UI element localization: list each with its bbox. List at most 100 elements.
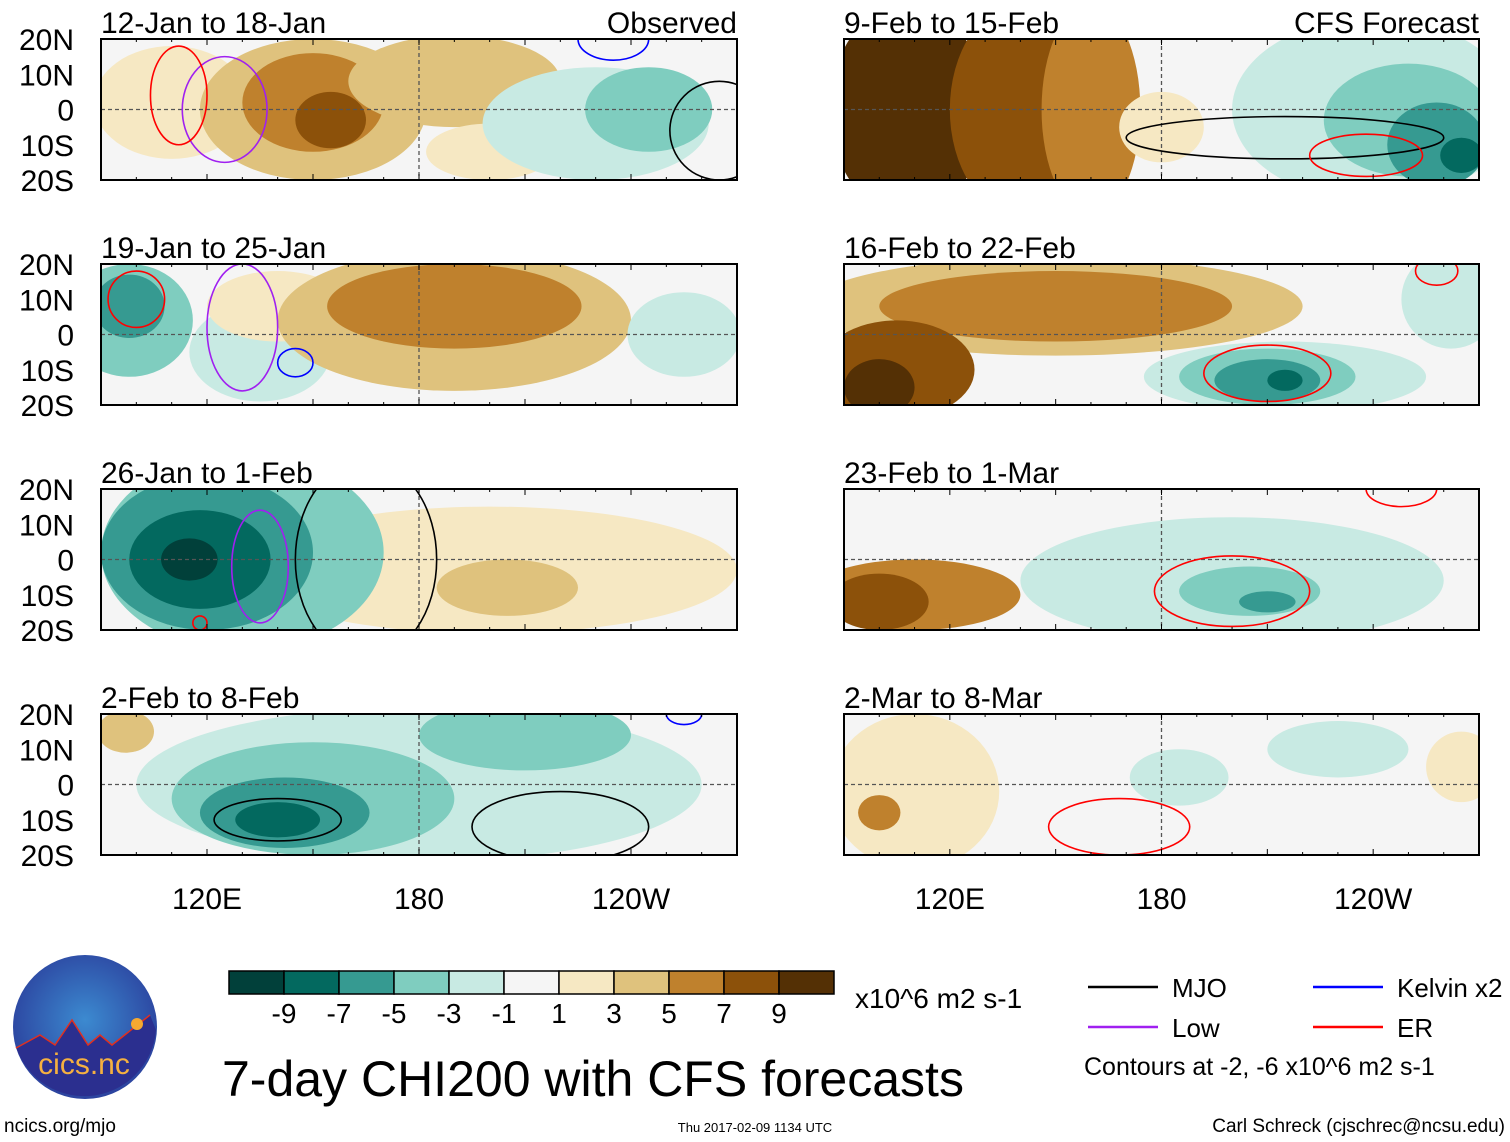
latitude-label: 20N xyxy=(19,699,74,732)
panel-title: 12-Jan to 18-Jan xyxy=(101,7,326,40)
colorbar-swatch xyxy=(778,970,835,995)
latitude-label: 20N xyxy=(19,24,74,57)
anomaly-region xyxy=(101,274,165,339)
panel-title: 16-Feb to 22-Feb xyxy=(844,232,1076,265)
anomaly-region xyxy=(161,538,218,581)
kelvin-contour xyxy=(665,714,703,726)
low-contour xyxy=(181,55,268,164)
colorbar-swatch xyxy=(503,970,560,995)
panel-title: 23-Feb to 1-Mar xyxy=(844,457,1059,490)
kelvin-contour xyxy=(577,39,650,61)
mjo-contour xyxy=(294,489,438,630)
longitude-label: 120W xyxy=(1334,883,1413,916)
er-contour xyxy=(192,615,208,630)
colorbar-tick-label: 1 xyxy=(551,998,567,1029)
er-contour xyxy=(107,270,166,329)
anomaly-region xyxy=(1440,137,1479,173)
latitude-label: 20N xyxy=(19,249,74,282)
anomaly-region xyxy=(1267,369,1303,391)
colorbar-swatch xyxy=(228,970,285,995)
panel-tag: CFS Forecast xyxy=(1294,7,1480,40)
colorbar-tick-label: -7 xyxy=(327,998,352,1029)
anomaly-region xyxy=(1401,264,1479,349)
map-panel: 9-Feb to 15-Feb CFS Forecast xyxy=(843,7,1480,181)
latitude-label: 10N xyxy=(19,59,74,92)
latitude-label: 0 xyxy=(57,95,74,128)
latitude-label: 10S xyxy=(21,130,74,163)
latitude-label: 20S xyxy=(21,165,74,198)
colorbar-tick-label: 9 xyxy=(771,998,787,1029)
colorbar-tick-label: -9 xyxy=(272,998,297,1029)
low-contour xyxy=(206,264,279,392)
colorbar-swatch xyxy=(448,970,505,995)
latitude-label: 10N xyxy=(19,734,74,767)
legend-label: MJO xyxy=(1172,973,1227,1003)
latitude-label: 20S xyxy=(21,615,74,648)
er-contour xyxy=(1153,555,1311,628)
er-contour xyxy=(1365,489,1438,508)
legend-label: ER xyxy=(1397,1013,1433,1043)
anomaly-region xyxy=(235,802,321,838)
er-contour xyxy=(149,45,208,146)
cics-logo: cics.nc xyxy=(13,955,157,1099)
anomaly-region xyxy=(1239,591,1296,613)
latitude-label: 0 xyxy=(57,545,74,578)
colorbar-tick-label: 7 xyxy=(716,998,732,1029)
map-panels: 12-Jan to 18-Jan Observed20N10N010S20S9-F… xyxy=(19,7,1480,873)
timestamp: Thu 2017-02-09 1134 UTC xyxy=(678,1120,832,1135)
latitude-label: 10S xyxy=(21,355,74,388)
panel-title: 2-Mar to 8-Mar xyxy=(844,682,1042,715)
contour-note: Contours at -2, -6 x10^6 m2 s-1 xyxy=(1084,1053,1435,1081)
anomaly-region xyxy=(295,91,366,149)
panel-tag: Observed xyxy=(607,7,737,40)
colorbar-swatch xyxy=(558,970,615,995)
anomaly-region xyxy=(101,714,154,753)
anomaly-region xyxy=(1129,749,1229,806)
kelvin-contour xyxy=(276,347,314,378)
anomaly-region xyxy=(879,271,1233,342)
er-contour xyxy=(1414,264,1459,286)
colorbar: -9 -7 -5 -3 -1 1 3 5 7 9 xyxy=(228,970,835,1029)
anomaly-region xyxy=(327,264,582,349)
contour-legend: MJO Kelvin x2 Low ER xyxy=(1088,973,1503,1043)
latitude-label: 10S xyxy=(21,805,74,838)
longitude-label: 120E xyxy=(172,883,242,916)
map-panel: 16-Feb to 22-Feb xyxy=(843,232,1480,406)
mjo-contour xyxy=(213,797,343,842)
map-panel: 2-Mar to 8-Mar xyxy=(843,682,1480,856)
mjo-contour xyxy=(471,790,650,855)
anomaly-region xyxy=(419,714,631,771)
map-panel: 23-Feb to 1-Mar xyxy=(843,457,1480,631)
latitude-label: 20S xyxy=(21,390,74,423)
legend-label: Kelvin x2 xyxy=(1397,973,1503,1003)
legend-label: Low xyxy=(1172,1013,1220,1043)
latitude-label: 20S xyxy=(21,840,74,873)
low-contour xyxy=(230,509,290,624)
anomaly-region xyxy=(844,573,929,630)
site-link[interactable]: ncics.org/mjo xyxy=(4,1116,116,1137)
panel-title: 19-Jan to 25-Jan xyxy=(101,232,326,265)
longitude-label: 120W xyxy=(592,883,671,916)
colorbar-tick-label: 5 xyxy=(661,998,677,1029)
panel-title: 9-Feb to 15-Feb xyxy=(844,7,1059,40)
anomaly-region xyxy=(844,359,915,405)
mjo-contour xyxy=(1125,115,1445,160)
latitude-label: 20N xyxy=(19,474,74,507)
figure-title: 7-day CHI200 with CFS forecasts xyxy=(222,1051,964,1107)
latitude-label: 10S xyxy=(21,580,74,613)
panel-title: 26-Jan to 1-Feb xyxy=(101,457,313,490)
latitude-label: 10N xyxy=(19,284,74,317)
longitude-label: 120E xyxy=(915,883,985,916)
er-contour xyxy=(1308,133,1424,178)
colorbar-swatch xyxy=(338,970,395,995)
longitude-label: 180 xyxy=(394,883,444,916)
latitude-label: 0 xyxy=(57,320,74,353)
logo-name: cics.nc xyxy=(38,1048,130,1081)
longitude-label: 180 xyxy=(1136,883,1186,916)
anomaly-region xyxy=(1426,731,1479,803)
anomaly-region xyxy=(436,559,578,616)
longitude-labels: 120E 180 120W 120E 180 120W xyxy=(172,883,1413,916)
